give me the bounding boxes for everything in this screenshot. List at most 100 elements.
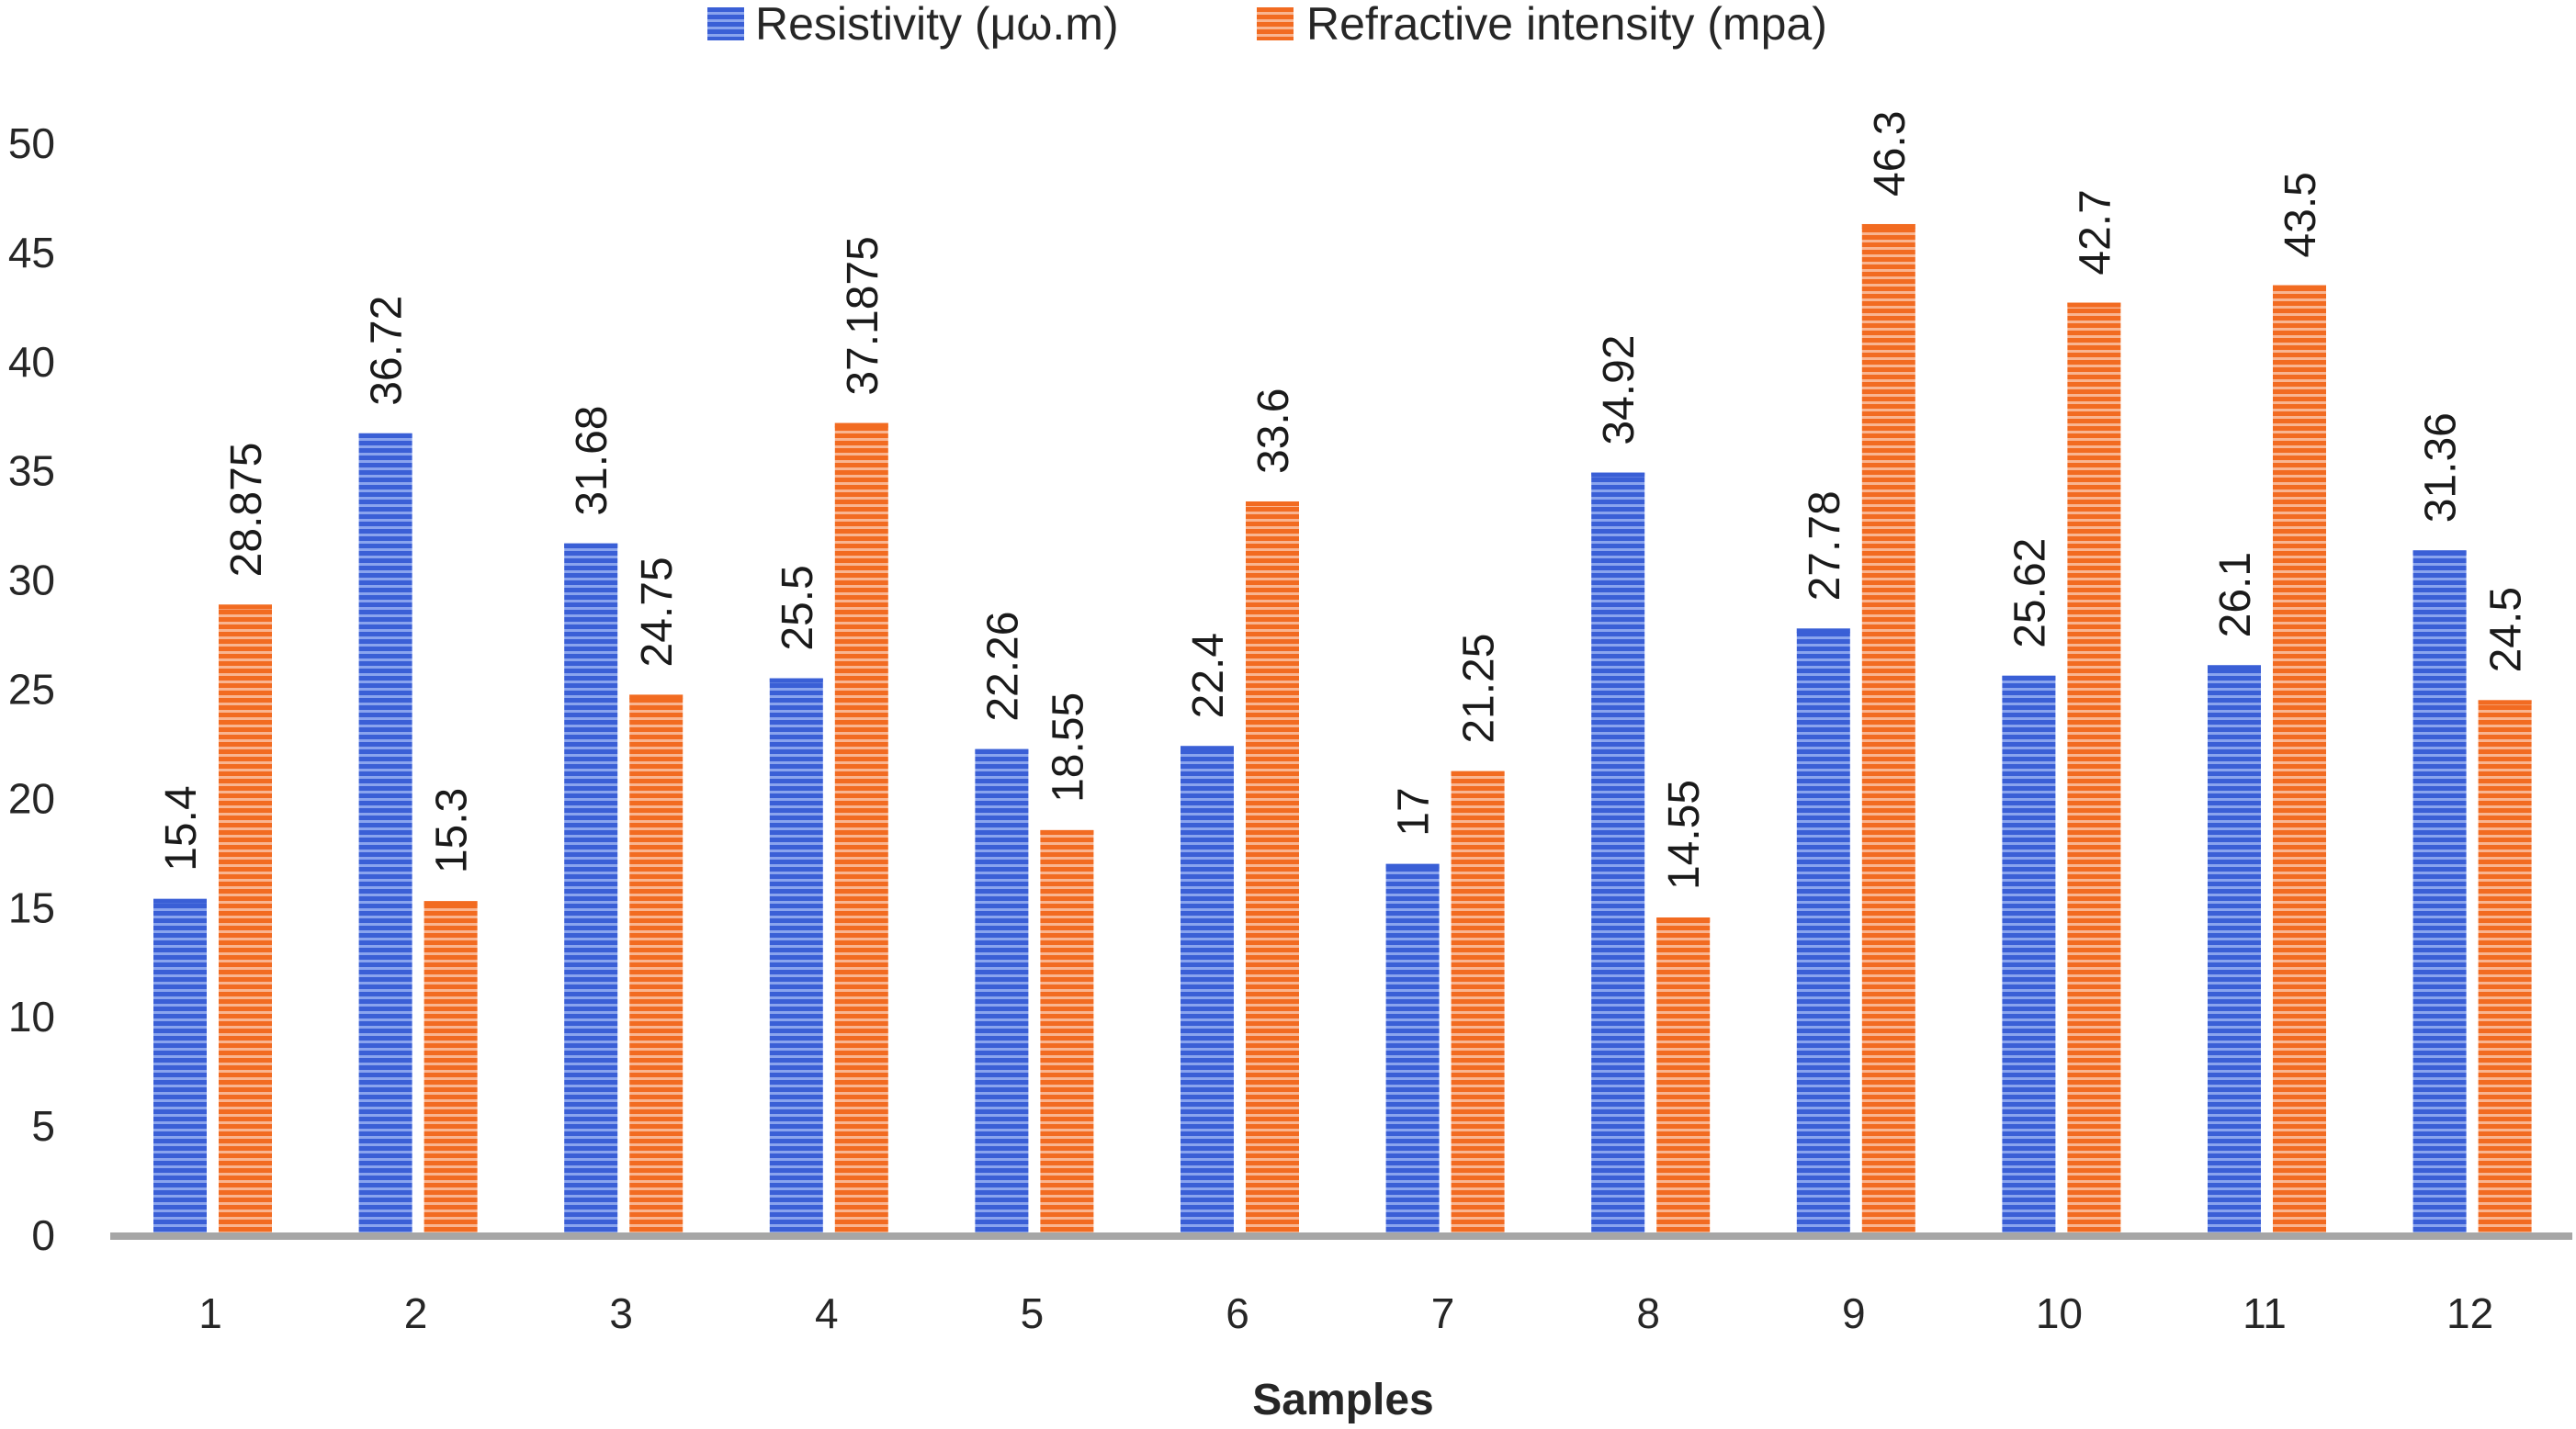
bar-cap [1591,472,1645,478]
x-tick-label: 10 [2036,1289,2083,1337]
x-axis-line [110,1232,2572,1240]
data-label: 18.55 [1044,692,1092,803]
y-tick-label: 25 [8,666,55,714]
x-tick-label: 7 [1431,1289,1455,1337]
data-label: 42.7 [2071,189,2119,275]
bar-cap [2412,550,2467,556]
x-tick-label: 2 [404,1289,428,1337]
x-axis-title: Samples [1252,1376,1433,1424]
bar [1656,917,1711,1235]
bar [2002,675,2056,1235]
x-tick-label: 6 [1226,1289,1249,1337]
bar [1861,223,1915,1236]
bar [1591,472,1645,1235]
x-axis: 1 2 3 4 5 6 7 8 9 10 11 12 [110,1232,2572,1337]
bar [834,422,888,1235]
bar [769,678,823,1235]
bar-cap [1181,746,1234,751]
bar [2412,550,2467,1235]
bar-cap [629,694,684,700]
bar [1040,829,1094,1235]
data-label: 24.5 [2482,587,2531,672]
data-label: 22.4 [1184,633,1233,718]
bar-cap [2273,285,2326,290]
legend-swatch [1257,7,1294,40]
bar [153,898,207,1235]
data-label: 31.68 [568,406,616,516]
data-label: 37.1875 [839,236,887,396]
y-tick-label: 15 [8,883,55,931]
data-label: 26.1 [2211,552,2260,637]
bar [2273,285,2326,1235]
data-label: 43.5 [2277,172,2325,257]
x-tick-label: 5 [1021,1289,1045,1337]
bar-cap [1040,829,1094,835]
bar [564,543,618,1235]
bar-cap [1385,863,1440,869]
x-tick-label: 3 [609,1289,633,1337]
data-label: 21.25 [1455,634,1504,744]
series-refractive-intensity: 28.875 15.3 24.75 37.1875 18.55 33.6 21.25 14.5… [219,111,2532,1236]
bar [2067,302,2121,1235]
bar [1181,746,1234,1235]
data-label: 31.36 [2417,412,2466,523]
bar-cap [564,543,618,548]
series-resistivity: 15.4 36.72 31.68 25.5 22.26 22.4 17 34.92 27.78 2… [153,296,2467,1235]
bar-cap [2002,675,2056,681]
bar [1796,628,1850,1235]
bar-cap [2067,302,2121,308]
y-axis: 0 5 10 15 20 25 30 35 40 45 50 [8,119,55,1259]
data-label: 46.3 [1866,111,1915,197]
y-tick-label: 10 [8,993,55,1041]
data-label: 15.4 [157,785,206,871]
data-label: 22.26 [978,612,1027,722]
bar-cap [1451,771,1505,776]
bar-cap [769,678,823,683]
x-tick-label: 9 [1842,1289,1866,1337]
bar [2478,700,2532,1235]
bar [975,748,1029,1235]
bar [1385,863,1440,1235]
data-label: 17 [1390,787,1439,836]
y-tick-label: 0 [31,1211,55,1259]
x-tick-label: 8 [1636,1289,1660,1337]
bar-cap [219,604,272,610]
y-tick-label: 40 [8,338,55,386]
data-label: 28.875 [222,443,271,578]
legend-item: Refractive intensity (mpa) [1257,0,1827,50]
legend-swatch [707,7,744,40]
y-tick-label: 5 [31,1102,55,1150]
y-tick-label: 45 [8,229,55,276]
data-label: 33.6 [1249,388,1298,474]
x-tick-label: 1 [198,1289,222,1337]
x-tick-label: 4 [815,1289,839,1337]
bar-cap [834,422,888,428]
x-tick-label: 12 [2446,1289,2493,1337]
data-label: 27.78 [1801,490,1849,601]
bar-cap [2478,700,2532,705]
legend-label: Resistivity (μω.m) [755,0,1119,50]
bar [358,433,412,1235]
legend-label: Refractive intensity (mpa) [1306,0,1827,50]
data-label: 25.5 [774,565,822,650]
data-label: 36.72 [363,296,412,406]
bar-cap [1656,917,1711,923]
data-label: 24.75 [633,557,682,667]
y-tick-label: 20 [8,774,55,822]
legend-item: Resistivity (μω.m) [707,0,1119,50]
bar-cap [1246,501,1299,506]
data-label: 14.55 [1660,780,1709,890]
data-label: 15.3 [428,788,477,873]
bar [1451,771,1505,1235]
bar-cap [358,433,412,438]
bar-cap [1861,223,1915,229]
bar [1246,501,1299,1235]
x-tick-label: 11 [2243,1289,2287,1337]
bar [629,694,684,1235]
data-label: 34.92 [1595,334,1644,444]
bar-cap [2208,665,2261,670]
bar [219,604,272,1235]
legend: Resistivity (μω.m) Refractive intensity (… [707,0,1827,50]
